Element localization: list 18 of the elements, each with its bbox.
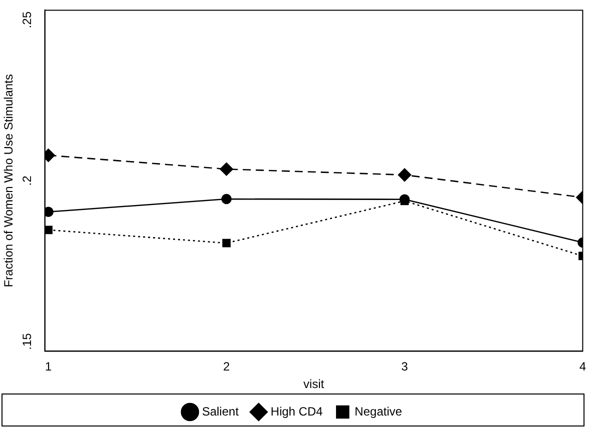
x-tick-label: 2	[223, 360, 230, 374]
point	[222, 238, 231, 248]
legend-label: Negative	[354, 404, 402, 418]
point	[44, 226, 53, 234]
y-tick-label: .25	[20, 11, 34, 28]
x-tick-label: 3	[401, 360, 408, 374]
x-axis-title: visit	[303, 377, 325, 392]
legend-label: High CD4	[270, 404, 323, 418]
point	[221, 194, 232, 204]
point	[220, 162, 234, 176]
point	[398, 168, 412, 182]
x-tick-label: 1	[45, 360, 52, 374]
y-axis-title: Fraction of Women Who Use Stimulants	[2, 74, 16, 288]
x-tick-label: 4	[579, 360, 586, 374]
y-tick-label: .2	[20, 175, 34, 186]
legend-label: Salient	[202, 404, 240, 418]
point	[44, 206, 54, 218]
y-tick-label: .15	[20, 332, 34, 350]
